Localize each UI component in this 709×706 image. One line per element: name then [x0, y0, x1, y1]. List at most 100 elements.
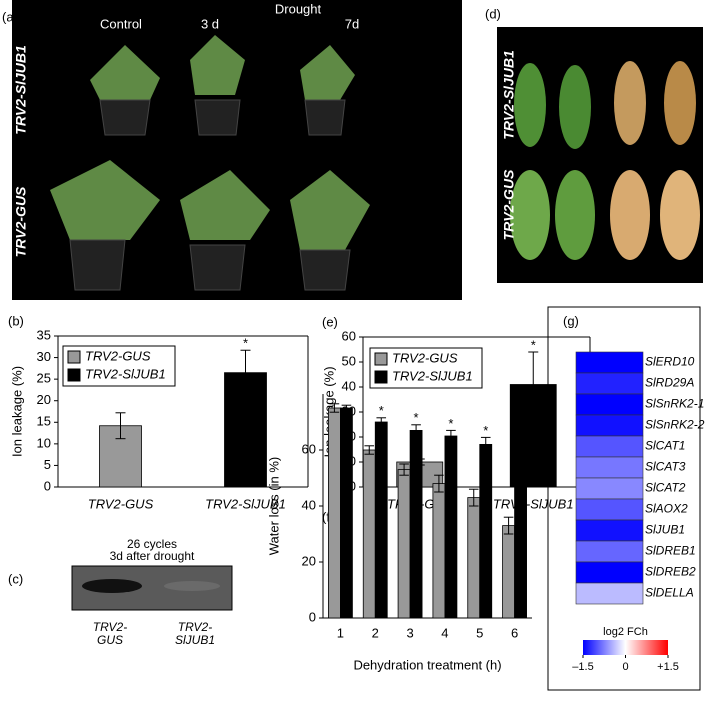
heatmap-cell [575, 414, 644, 437]
legend-label: TRV2-GUS [85, 348, 151, 363]
y-axis-label: Water loss (in %) [266, 457, 281, 555]
bar [340, 407, 353, 619]
significance: * [518, 435, 523, 450]
group-label: Drought [275, 1, 322, 16]
significance: * [483, 423, 488, 438]
gel [71, 565, 233, 611]
lane-label: GUS [97, 633, 123, 647]
bar [479, 443, 493, 619]
row-label: TRV2-SlJUB1 [501, 50, 517, 140]
error-bar [446, 429, 456, 443]
bar [514, 457, 527, 619]
gel-title: 26 cycles [127, 537, 177, 551]
row-label: TRV2-GUS [13, 186, 29, 257]
significance: * [448, 416, 453, 431]
column-label: 7d [345, 16, 359, 31]
heatmap-cell [575, 372, 644, 395]
gene-label: SlDREB2 [645, 565, 696, 579]
error-bar [411, 424, 421, 437]
y-tick-label: 40 [302, 497, 316, 512]
colorbar-tick-label: –1.5 [572, 661, 593, 673]
y-tick-label: 5 [44, 457, 51, 472]
legend-swatch [374, 370, 388, 384]
x-tick-label: TRV2-SlJUB1 [205, 496, 286, 511]
legend-label: TRV2-SlJUB1 [392, 368, 473, 383]
photo-d [497, 27, 703, 283]
gene-label: SlERD10 [645, 355, 695, 369]
heatmap-cell [575, 456, 644, 479]
y-tick-label: 35 [37, 327, 51, 342]
gene-label: SlDELLA [645, 586, 694, 600]
photo-a [12, 0, 462, 300]
significance: * [243, 336, 248, 351]
heatmap-cell [575, 393, 644, 416]
y-tick-label: 30 [37, 349, 51, 364]
gene-label: SlJUB1 [645, 523, 685, 537]
panel-label: (d) [485, 6, 501, 21]
error-bar [503, 516, 514, 535]
y-tick-label: 60 [302, 441, 316, 456]
lane-label: TRV2- [93, 620, 127, 634]
bar [328, 407, 341, 619]
panel-label: (g) [563, 313, 579, 328]
legend-box [369, 347, 483, 389]
heatmap-cell [575, 477, 644, 500]
column-label: 3 d [201, 16, 219, 31]
legend-label: TRV2-SlJUB1 [85, 366, 166, 381]
legend-swatch [374, 352, 388, 366]
x-tick-label: 1 [337, 625, 344, 640]
panel-label: (a) [2, 9, 18, 24]
x-tick-label: 5 [476, 625, 483, 640]
error-bar [528, 351, 539, 418]
panel-label: (e) [322, 314, 338, 329]
x-tick-label: 6 [511, 625, 518, 640]
bar [432, 483, 446, 619]
x-tick-label: TRV2-SlJUB1 [493, 496, 574, 511]
y-tick-label: 50 [342, 353, 356, 368]
column-label: Control [100, 16, 142, 31]
heatmap-cell [575, 561, 644, 584]
row-label: TRV2-GUS [501, 169, 517, 240]
heatmap-frame [547, 306, 701, 691]
y-tick-label: 15 [37, 414, 51, 429]
y-tick-label: 20 [302, 553, 316, 568]
bar [444, 435, 458, 619]
significance: * [531, 337, 536, 352]
colorbar-title: log2 FCh [603, 626, 648, 638]
y-tick-label: 0 [44, 478, 51, 493]
gene-label: SlSnRK2-2 [645, 418, 705, 432]
colorbar-tick-label: 0 [622, 661, 628, 673]
y-tick-label: 25 [37, 371, 51, 386]
heatmap-cell [575, 519, 644, 542]
bar [409, 429, 423, 619]
panel-label: (b) [8, 313, 24, 328]
bar [467, 497, 481, 619]
significance: * [414, 410, 419, 425]
gene-label: SlCAT2 [645, 481, 686, 495]
y-tick-label: 40 [342, 378, 356, 393]
legend-swatch [67, 350, 81, 364]
gene-label: SlAOX2 [645, 502, 688, 516]
heatmap-cell [575, 498, 644, 521]
lane-label: TRV2- [178, 620, 212, 634]
bar [502, 525, 515, 619]
panel-label: (c) [8, 571, 23, 586]
x-tick-label: TRV2-GUS [88, 496, 154, 511]
gel-title: 3d after drought [110, 549, 195, 563]
heatmap-cell [575, 540, 644, 563]
lane-label: SlJUB1 [175, 633, 215, 647]
error-bar [341, 404, 352, 412]
error-bar [364, 445, 375, 455]
error-bar [468, 488, 479, 507]
colorbar-tick-label: +1.5 [657, 661, 679, 673]
gene-label: SlDREB1 [645, 544, 696, 558]
legend-box [62, 345, 176, 387]
x-tick-label: 4 [441, 625, 448, 640]
y-tick-label: 60 [342, 328, 356, 343]
x-tick-label: 2 [372, 625, 379, 640]
heatmap-cell [575, 582, 644, 605]
row-label: TRV2-SlJUB1 [13, 45, 29, 135]
legend-swatch [67, 368, 81, 382]
gene-label: SlRD29A [645, 376, 694, 390]
